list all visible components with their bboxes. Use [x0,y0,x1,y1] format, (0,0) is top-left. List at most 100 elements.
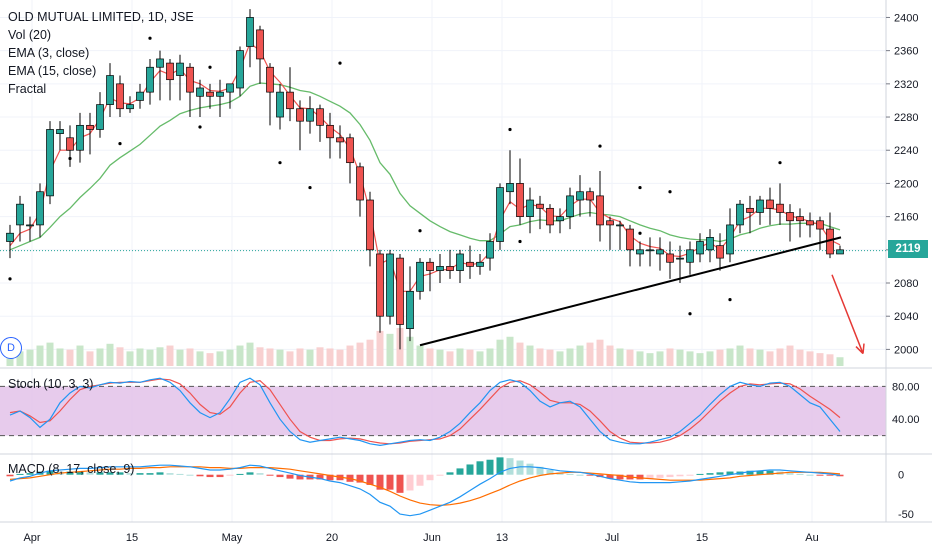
down-arrow-line [831,274,864,354]
volume-bar [646,353,654,366]
macd-histogram-bar [436,474,444,476]
time-tick-label: Apr [23,532,40,544]
volume-bar [806,351,814,366]
volume-bar [146,349,154,366]
macd-histogram-bar [176,473,184,475]
price-tick-label: 2240 [894,145,918,157]
price-tick-label: 2400 [894,12,918,24]
macd-histogram-bar [256,473,264,475]
macd-histogram-bar [766,470,774,475]
volume-bar [256,347,264,366]
volume-bar [226,349,234,366]
volume-bar [86,351,94,366]
candle-body [736,203,744,226]
macd-histogram-bar [756,470,764,475]
macd-histogram-bar [546,469,554,475]
macd-histogram-bar [6,474,14,477]
candle-body [416,261,424,292]
fractal-up-dot [508,127,512,132]
volume-bar [346,345,354,366]
candle-body [756,199,764,213]
volume-bar [446,351,454,366]
macd-tick-label: 0 [898,470,904,482]
volume-bar [566,348,574,366]
volume-bar [366,339,374,366]
fractal-down-dot [8,277,12,281]
candle-body [816,220,824,230]
volume-bar [296,348,304,366]
dividends-icon[interactable]: D [0,337,22,359]
macd-histogram-bar [316,474,324,480]
fractal-down-dot [278,161,282,165]
fractal-down-dot [68,156,72,161]
volume-bar [746,348,754,366]
candle-body [226,83,234,93]
candle-body [346,137,354,164]
volume-bar [476,351,484,366]
macd-histogram-bar [796,473,804,475]
candle-body [656,249,664,255]
volume-bar [556,351,564,366]
candle-body [786,212,794,222]
macd-histogram-bar [166,473,174,475]
macd-histogram-bar [716,472,724,475]
candle-body [496,187,504,242]
macd-histogram-bar [26,473,34,475]
macd-histogram-bar [236,473,244,475]
macd-histogram-bar [66,471,74,475]
price-tick-label: 2160 [894,212,918,224]
volume-bar [36,345,44,366]
volume-bar [576,345,584,366]
time-tick-label: Jun [423,532,441,544]
candle-body [376,253,384,317]
volume-bar [16,351,24,366]
candle-body [566,195,574,217]
candle-body [76,124,84,151]
candle-body [56,129,64,134]
candle-body [836,249,844,255]
candle-body [16,203,24,226]
volume-bar [186,348,194,366]
macd-histogram-bar [136,473,144,475]
macd-histogram-bar [476,461,484,475]
volume-bar [706,351,714,366]
volume-bar [726,348,734,366]
macd-histogram-bar [96,472,104,475]
volume-bar [816,353,824,366]
trendline [419,236,842,347]
candle-body [706,237,714,251]
macd-histogram-bar [646,474,654,479]
candle-body [146,66,154,93]
stoch-tick-label: 40.00 [892,414,920,426]
volume-bar [636,351,644,366]
legend-symbol: OLD MUTUAL LIMITED, 1D, JSE [8,10,194,24]
candle-body [356,166,364,201]
macd-histogram-bar [586,474,594,476]
volume-bar [326,348,334,366]
macd-histogram-bar [786,473,794,475]
volume-bar [756,349,764,366]
macd-histogram-bar [356,474,364,483]
candle-body [746,207,754,213]
candle-body [486,241,494,259]
macd-histogram-bar [536,466,544,475]
candle-body [156,58,164,68]
macd-histogram-bar [86,472,94,475]
macd-histogram-bar [746,470,754,475]
candle-body [456,253,464,271]
macd-panel-label: MACD (8, 17, close, 9) [8,462,135,476]
candle-body [766,199,774,209]
fractal-up-dot [338,61,342,65]
time-tick-label: 15 [696,532,708,544]
macd-histogram-bar [816,474,824,476]
macd-histogram-bar [76,471,84,475]
volume-bar [716,349,724,366]
candle-body [716,245,724,259]
candle-body [396,257,404,325]
candle-body [616,224,624,227]
candle-body [326,124,334,139]
candle-body [166,62,174,81]
volume-bar [466,349,474,366]
candle-body [676,257,684,260]
